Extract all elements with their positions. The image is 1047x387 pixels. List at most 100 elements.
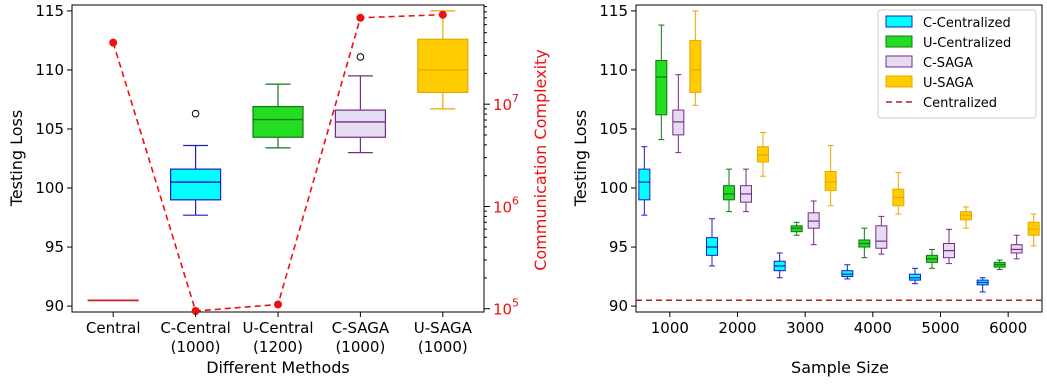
right-box-3-1	[757, 132, 769, 177]
box-body	[252, 105, 304, 138]
legend-label: U-Centralized	[923, 36, 1011, 51]
left-y-tick-label: 105	[35, 120, 64, 138]
right-box-2-4	[943, 228, 955, 265]
right-y-tick-label: 105	[599, 120, 628, 138]
box-body	[638, 168, 651, 201]
left-y2-tick-label: 10	[493, 96, 512, 114]
right-box-0-2	[773, 252, 786, 279]
right-chart: 90 95 100 105 110 115 1000 2000 3000 4000 5000 600…	[571, 2, 1043, 377]
left-box-1	[170, 109, 222, 216]
left-box-0	[87, 299, 139, 302]
right-box-0-4	[909, 267, 921, 285]
right-box-1-0	[655, 24, 668, 141]
right-box-2-2	[807, 200, 820, 246]
right-box-1-2	[790, 221, 803, 236]
right-x-ticks: 1000 2000 3000 4000 5000 6000	[651, 312, 1027, 337]
left-x-tick-label: U-Central	[242, 319, 313, 337]
box-flier	[356, 53, 365, 61]
complexity-point	[191, 307, 200, 316]
complexity-line	[109, 10, 447, 316]
left-y-ticks: 90 95 100 105 110 115	[35, 2, 72, 315]
right-box-1-3	[858, 227, 871, 259]
box-body	[655, 59, 668, 116]
right-box-3-0	[689, 10, 702, 106]
left-x-tick-sublabel: (1200)	[253, 338, 303, 356]
right-box-0-3	[841, 264, 854, 280]
left-y2-tick-exponent: 6	[512, 194, 519, 207]
left-y2-tick-exponent: 7	[512, 92, 519, 105]
left-y2-axis-label: Communication Complexity	[531, 49, 550, 271]
box-body	[824, 170, 837, 191]
left-y-tick-label: 95	[45, 238, 64, 256]
right-x-tick-label: 2000	[718, 319, 756, 337]
right-box-2-1	[740, 168, 752, 213]
complexity-line-path	[112, 13, 443, 312]
right-box-0-0	[638, 146, 651, 216]
left-y2-tick-label: 10	[493, 301, 512, 319]
left-y-tick-label: 115	[35, 2, 64, 20]
right-plot-frame	[635, 4, 1043, 313]
legend-swatch	[885, 35, 913, 48]
right-box-1-1	[723, 168, 735, 213]
right-y-ticks: 90 95 100 105 110 115	[599, 2, 636, 315]
complexity-point	[274, 300, 282, 309]
right-x-tick-label: 6000	[989, 319, 1027, 337]
right-y-tick-label: 95	[609, 238, 628, 256]
right-box-1-4	[926, 248, 938, 269]
complexity-point	[438, 10, 447, 19]
left-y-tick-label: 90	[45, 297, 64, 315]
left-x-tick-label: C-Central	[160, 319, 231, 337]
right-box-1-5	[993, 259, 1006, 270]
right-x-tick-label: 1000	[651, 319, 689, 337]
left-boxes	[87, 10, 469, 302]
left-box-3	[334, 53, 386, 154]
left-x-tick-sublabel: (1000)	[335, 338, 385, 356]
legend-frame	[877, 9, 1037, 119]
left-x-tick-label: C-SAGA	[332, 319, 390, 337]
complexity-point	[109, 38, 118, 47]
right-boxes	[638, 10, 1040, 293]
box-flier	[191, 109, 200, 118]
right-box-3-5	[1027, 213, 1040, 247]
right-x-tick-label: 5000	[921, 319, 959, 337]
right-x-axis-label: Sample Size	[791, 358, 889, 377]
left-y-axis-label: Testing Loss	[7, 110, 26, 207]
left-box-2	[252, 83, 304, 149]
right-y-tick-label: 110	[599, 61, 628, 79]
legend-label: C-Centralized	[923, 16, 1011, 31]
legend-label: C-SAGA	[923, 56, 973, 71]
left-x-tick-sublabel: (1000)	[418, 338, 468, 356]
right-y-tick-label: 115	[599, 2, 628, 20]
box-body	[689, 39, 702, 93]
legend-swatch	[885, 75, 913, 88]
right-x-tick-label: 4000	[854, 319, 892, 337]
right-y-tick-label: 90	[609, 297, 628, 315]
right-y-axis-label: Testing Loss	[571, 110, 590, 207]
box-body	[170, 168, 222, 201]
left-y2-tick-exponent: 5	[512, 297, 519, 310]
right-box-0-1	[706, 218, 718, 267]
left-x-tick-sublabel: (1000)	[171, 338, 221, 356]
left-x-axis-label: Different Methods	[206, 358, 350, 377]
right-box-0-5	[976, 277, 989, 293]
legend-swatch	[885, 15, 913, 28]
left-y-tick-label: 110	[35, 61, 64, 79]
right-box-3-4	[960, 206, 972, 229]
left-box-4	[417, 10, 469, 110]
right-x-tick-label: 3000	[786, 319, 824, 337]
left-x-tick-label: Central	[86, 319, 141, 337]
box-body	[723, 185, 735, 201]
right-box-3-2	[824, 145, 837, 207]
box-body	[875, 225, 888, 249]
legend-label: U-SAGA	[923, 76, 973, 91]
left-x-ticks: Central C-Central(1000)U-Central(1200)C-S…	[86, 312, 473, 356]
box-body	[334, 109, 386, 138]
legend: C-Centralized U-Centralized C-SAGA U-SAGA Ce…	[877, 9, 1037, 119]
right-box-2-0	[672, 74, 685, 154]
right-box-3-3	[892, 172, 905, 215]
complexity-point	[356, 13, 365, 22]
right-box-2-3	[875, 215, 888, 255]
